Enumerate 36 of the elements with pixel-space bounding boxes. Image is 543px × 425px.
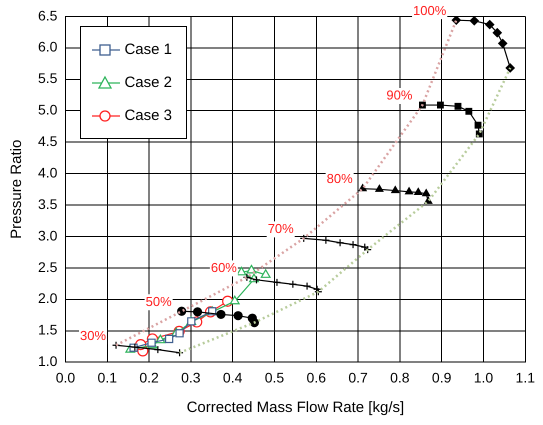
y-tick-label: 5.5 bbox=[38, 70, 58, 86]
x-tick-label: 0.5 bbox=[264, 369, 284, 386]
y-tick-label: 1.0 bbox=[38, 353, 58, 370]
x-axis-title: Corrected Mass Flow Rate [kg/s] bbox=[186, 399, 404, 416]
x-tick-label: 0.3 bbox=[181, 369, 201, 386]
x-tick-label: 0.9 bbox=[432, 369, 452, 386]
annotation: 60% bbox=[210, 260, 238, 275]
y-tick-label: 3.5 bbox=[38, 196, 58, 212]
y-tick-label: 4.0 bbox=[38, 164, 58, 180]
x-tick-label: 0.7 bbox=[348, 369, 368, 386]
x-tick-label: 0.4 bbox=[222, 369, 243, 386]
legend-label: Case 3 bbox=[124, 107, 172, 124]
x-tick-label: 0.1 bbox=[98, 369, 118, 386]
x-tick-label: 0.0 bbox=[56, 369, 76, 386]
x-tick-label: 0.2 bbox=[139, 369, 160, 386]
x-tick-label: 1.0 bbox=[474, 369, 494, 386]
y-tick-label: 6.0 bbox=[38, 38, 58, 55]
annotation: 50% bbox=[146, 294, 172, 309]
y-tick-label: 5.0 bbox=[38, 102, 58, 118]
annotation: 80% bbox=[326, 171, 354, 186]
y-tick-label: 2.0 bbox=[38, 290, 58, 306]
x-tick-label: 0.6 bbox=[306, 369, 326, 386]
legend-label: Case 1 bbox=[124, 41, 172, 58]
annotation: 90% bbox=[386, 88, 413, 103]
y-axis-title: Pressure Ratio bbox=[8, 140, 26, 239]
x-tick-label: 0.8 bbox=[390, 369, 410, 386]
y-tick-label: 1.5 bbox=[38, 322, 58, 338]
annotation: 30% bbox=[80, 328, 106, 343]
legend-label: Case 2 bbox=[124, 74, 172, 92]
y-tick-label: 2.5 bbox=[38, 258, 58, 275]
annotation: 70% bbox=[268, 220, 294, 236]
y-tick-label: 4.5 bbox=[38, 133, 58, 150]
x-tick-label: 1.1 bbox=[516, 369, 536, 386]
y-tick-label: 3.0 bbox=[38, 227, 58, 244]
y-tick-label: 6.5 bbox=[38, 7, 58, 24]
annotation: 100% bbox=[413, 2, 447, 18]
